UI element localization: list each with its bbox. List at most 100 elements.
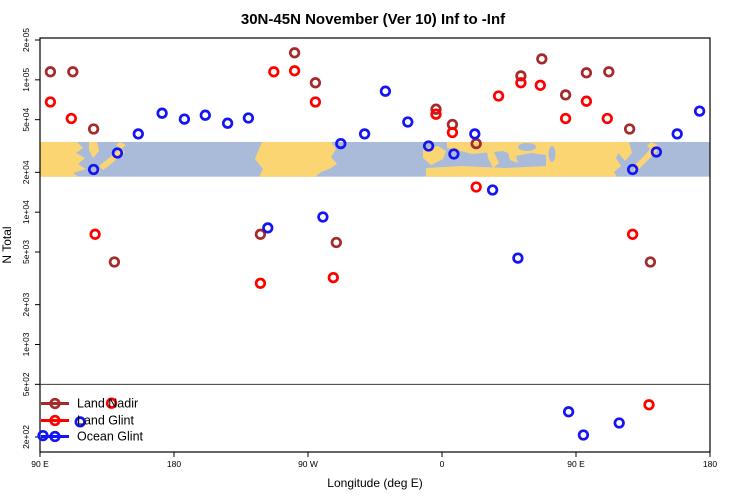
- map-band-group: [40, 141, 710, 177]
- legend-marker: [49, 397, 61, 410]
- point-land-glint: [515, 77, 527, 89]
- point-land-glint: [470, 181, 482, 193]
- point-land-glint: [446, 126, 459, 139]
- point-ocean-glint: [317, 211, 329, 223]
- point-ocean-glint: [132, 128, 144, 140]
- y-tick-label: 1e+04: [21, 200, 31, 224]
- point-land-glint: [327, 271, 339, 284]
- point-ocean-glint: [111, 147, 124, 159]
- point-land-glint: [254, 277, 267, 289]
- point-ocean-glint: [74, 416, 86, 428]
- x-axis-title: Longitude (deg E): [327, 476, 422, 490]
- y-tick-label: 2e+04: [21, 160, 31, 184]
- point-land-nadir: [603, 66, 615, 78]
- point-land-nadir: [87, 123, 100, 135]
- x-tick-label: 0: [440, 459, 445, 469]
- map-inland-sea: [548, 146, 556, 162]
- point-ocean-glint: [422, 140, 435, 152]
- x-tick-label: 90 E: [567, 459, 585, 469]
- legend-label-land-glint: Land Glint: [77, 414, 135, 428]
- map-land: [89, 142, 99, 158]
- data-points: [37, 47, 706, 442]
- map-land: [647, 142, 658, 150]
- legend: Land Nadir Land Glint Ocean Glint: [41, 397, 144, 444]
- y-tick-label: 5e+04: [21, 107, 31, 131]
- point-land-nadir: [288, 47, 301, 59]
- point-land-glint: [626, 228, 639, 240]
- map-land: [508, 152, 518, 163]
- map-inland-sea: [518, 143, 536, 151]
- x-tick-label: 180: [703, 459, 717, 469]
- map-land: [116, 142, 126, 149]
- map-land: [487, 150, 499, 168]
- point-ocean-glint: [613, 417, 625, 429]
- point-land-glint: [559, 112, 572, 125]
- point-ocean-glint: [358, 128, 371, 140]
- point-land-nadir: [644, 256, 657, 268]
- y-tick-label: 5e+03: [21, 240, 31, 264]
- point-ocean-glint: [650, 146, 663, 158]
- legend-label-land-nadir: Land Nadir: [77, 397, 138, 411]
- point-land-nadir: [254, 228, 267, 240]
- point-ocean-glint: [402, 116, 414, 128]
- plot-box: [39, 37, 711, 453]
- point-land-glint: [288, 65, 301, 77]
- point-land-glint: [89, 228, 101, 240]
- legend-marker: [49, 430, 61, 443]
- point-ocean-glint: [448, 148, 460, 160]
- legend-label-ocean-glint: Ocean Glint: [77, 430, 144, 444]
- point-land-nadir: [44, 66, 57, 78]
- point-land-nadir: [515, 70, 527, 82]
- point-ocean-glint: [486, 184, 499, 196]
- map-land: [616, 142, 632, 161]
- y-tick-label: 1e+03: [21, 332, 31, 356]
- point-land-glint: [492, 90, 505, 102]
- point-ocean-glint: [262, 222, 274, 234]
- y-tick-label: 2e+03: [21, 292, 31, 316]
- point-land-glint: [643, 399, 655, 411]
- point-land-glint: [430, 108, 442, 120]
- point-ocean-glint: [512, 252, 524, 264]
- point-land-glint: [534, 79, 546, 91]
- point-land-glint: [601, 112, 613, 125]
- point-land-glint: [309, 96, 322, 108]
- point-land-nadir: [430, 103, 442, 115]
- point-land-nadir: [623, 123, 636, 135]
- point-land-nadir: [559, 89, 572, 101]
- point-land-nadir: [536, 53, 548, 65]
- map-land: [40, 142, 86, 177]
- point-ocean-glint: [626, 163, 639, 176]
- point-ocean-glint: [199, 109, 211, 121]
- point-ocean-glint: [242, 112, 255, 124]
- world-map-band: [40, 141, 710, 177]
- point-land-nadir: [67, 66, 79, 78]
- map-land: [546, 142, 621, 177]
- point-ocean-glint: [379, 85, 392, 97]
- x-tick-label: 90 E: [31, 459, 49, 469]
- point-ocean-glint: [671, 128, 683, 140]
- map-land: [255, 142, 337, 177]
- point-ocean-glint: [87, 163, 100, 176]
- point-ocean-glint: [562, 406, 575, 418]
- point-ocean-glint: [577, 429, 590, 441]
- point-ocean-glint: [335, 137, 347, 150]
- axes: 90 E 180 90 W 0 90 E 180 2e+05 1e+05 5e+04 2e+04 1…: [21, 28, 717, 469]
- point-land-nadir: [580, 67, 593, 79]
- point-land-glint: [105, 397, 118, 409]
- map-land: [426, 166, 546, 177]
- legend-marker: [49, 414, 61, 427]
- y-tick-label: 5e+02: [21, 372, 31, 396]
- point-ocean-glint: [156, 107, 168, 119]
- point-ocean-glint: [221, 117, 234, 129]
- point-land-nadir: [330, 236, 342, 249]
- point-ocean-glint: [178, 113, 191, 125]
- map-land: [99, 148, 125, 170]
- y-tick-label: 2e+05: [21, 28, 31, 52]
- point-land-glint: [268, 66, 280, 78]
- x-tick-label: 90 W: [298, 459, 318, 469]
- y-tick-label: 2e+02: [21, 425, 31, 449]
- point-land-glint: [65, 112, 77, 125]
- x-tick-label: 180: [167, 459, 181, 469]
